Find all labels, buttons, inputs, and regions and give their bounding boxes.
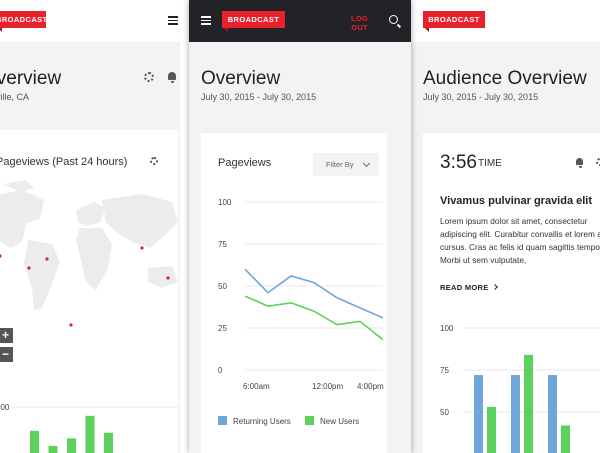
y-tick-label: 100 [218,198,232,207]
x-tick-label: 12:00pm [312,382,343,391]
search-icon[interactable] [389,15,398,24]
bar [487,406,496,453]
logout-label-2: OUT [351,23,368,32]
card-title: Pageviews [218,157,272,169]
brand-logo[interactable]: BROADCAST [0,11,47,32]
page-subtitle: ville, CA [0,92,30,102]
legend-new-users: New Users [305,416,359,426]
page-title: Audience Overview [423,68,587,89]
legend-label: Returning Users [233,417,291,426]
bar [48,445,58,453]
menu-icon[interactable] [168,16,178,25]
pageviews-map-card: Pageviews (Past 24 hours) + − 000 [0,130,178,453]
article-heading: Vivamus pulvinar gravida elit [440,195,593,207]
audience-bar-chart: 100 75 50 [440,324,600,453]
legend-label: New Users [320,417,360,426]
bell-icon[interactable] [576,158,583,168]
logout-label-1: LOG [351,14,369,23]
menu-icon[interactable] [201,16,211,25]
y-tick-label: 50 [440,408,449,417]
legend-swatch [305,416,314,425]
bar [524,354,533,453]
pageviews-line-chart: 100 75 50 25 0 6:00am 12:00pm 4:00pm [218,198,384,391]
logout-button[interactable]: LOG OUT [351,14,368,32]
read-more-label: READ MORE [440,283,489,292]
left-screen: BROADCAST Overview ville, CA Pageviews (… [0,0,180,453]
center-screen: BROADCAST LOG OUT Overview July 30, 2015… [189,0,411,453]
legend-swatch [218,416,227,425]
chevron-right-icon [491,284,498,290]
y-tick-label: 75 [218,240,227,249]
y-tick-label: 75 [440,366,449,375]
filter-by-dropdown[interactable]: Filter By [313,153,379,176]
bar [548,375,557,453]
y-tick-label: 0 [218,366,223,375]
audience-card: 3:56 TIME Vivamus pulvinar gravida elit … [423,133,600,453]
pageviews-card: Pageviews Filter By 100 75 50 25 0 6:00am 12:0… [201,133,387,453]
bar [30,430,39,453]
article-text: Lorem ipsum dolor sit amet, consectetur … [440,216,600,265]
series-line [244,268,384,319]
bar [511,375,520,453]
pageviews-bar-chart: 000 [0,403,178,453]
top-bar: BROADCAST [411,0,600,42]
top-bar: BROADCAST [0,0,180,42]
bell-icon[interactable] [168,72,176,83]
y-tick-label: 100 [440,324,454,333]
bar [67,438,76,453]
brand-logo[interactable]: BROADCAST [222,11,285,32]
date-range: July 30, 2015 - July 30, 2015 [423,92,539,102]
y-tick-label: 000 [0,403,10,412]
filter-label: Filter By [326,160,354,169]
y-tick-label: 25 [218,324,227,333]
bar [474,375,483,453]
read-more-link[interactable]: READ MORE [440,283,498,292]
card-title: Pageviews (Past 24 hours) [0,156,128,168]
date-range: July 30, 2015 - July 30, 2015 [201,92,317,102]
chevron-down-icon [362,159,371,168]
zoom-in-button[interactable]: + [0,328,13,343]
x-tick-label: 6:00am [243,382,270,391]
page-title: Overview [201,68,281,89]
bar [561,425,570,453]
brand-logo[interactable]: BROADCAST [423,11,485,32]
gear-icon[interactable] [150,157,158,165]
x-tick-label: 4:00pm [357,382,384,391]
y-tick-label: 50 [218,282,227,291]
time-label: TIME [478,158,502,169]
top-bar: BROADCAST LOG OUT [189,0,411,42]
time-value: 3:56 [440,152,477,173]
world-map [0,180,178,327]
gear-icon[interactable] [144,72,154,82]
gear-icon[interactable] [596,158,600,166]
right-screen: BROADCAST Audience Overview July 30, 201… [411,0,600,453]
page-title: Overview [0,68,62,89]
legend-returning-users: Returning Users [218,416,291,426]
bar [104,432,113,453]
bar [85,415,95,453]
zoom-out-button[interactable]: − [0,347,13,362]
series-line [244,295,384,341]
